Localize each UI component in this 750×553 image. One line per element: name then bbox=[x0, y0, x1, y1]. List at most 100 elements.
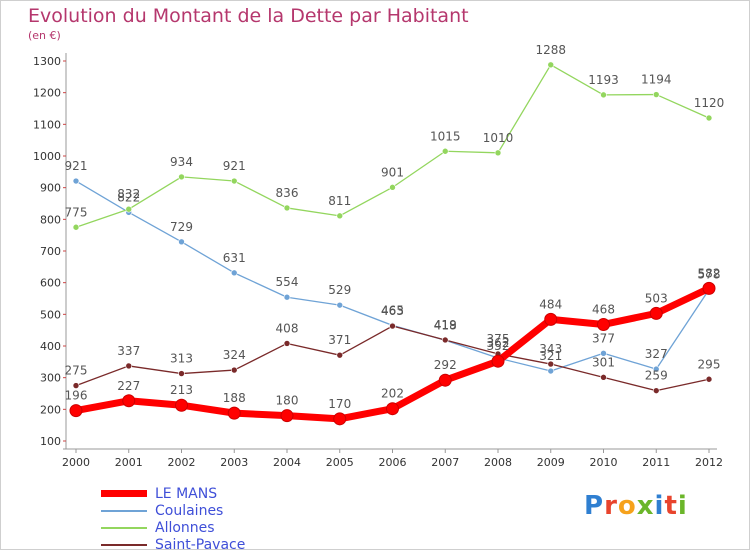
data-point bbox=[72, 177, 80, 185]
data-label: 295 bbox=[698, 357, 721, 371]
data-label: 901 bbox=[381, 165, 404, 179]
data-point bbox=[283, 293, 291, 301]
data-label: 324 bbox=[223, 348, 246, 362]
x-tick-label: 2010 bbox=[590, 456, 618, 469]
data-point bbox=[652, 91, 660, 98]
legend-swatch bbox=[101, 526, 147, 529]
data-point bbox=[227, 406, 241, 420]
data-label: 313 bbox=[170, 352, 193, 366]
data-label: 1193 bbox=[588, 73, 619, 87]
x-tick-label: 2005 bbox=[326, 456, 354, 469]
legend-label: LE MANS bbox=[155, 485, 218, 502]
legend-label: Allonnes bbox=[155, 519, 215, 536]
x-tick-label: 2012 bbox=[695, 456, 723, 469]
logo-letter: r bbox=[604, 491, 618, 521]
data-label: 729 bbox=[170, 220, 193, 234]
data-point bbox=[547, 360, 555, 368]
data-label: 578 bbox=[698, 268, 721, 282]
y-tick-label: 200 bbox=[40, 403, 61, 416]
data-label: 180 bbox=[276, 394, 299, 408]
data-point bbox=[230, 366, 238, 374]
data-point bbox=[280, 409, 294, 423]
data-label: 375 bbox=[487, 332, 510, 346]
x-tick-label: 2002 bbox=[168, 456, 196, 469]
data-point bbox=[705, 114, 713, 122]
data-point bbox=[705, 375, 713, 383]
data-label: 337 bbox=[117, 344, 140, 358]
x-tick-label: 2000 bbox=[62, 456, 90, 469]
data-label: 188 bbox=[223, 391, 246, 405]
data-label: 321 bbox=[539, 349, 562, 363]
y-tick-label: 1100 bbox=[33, 118, 61, 131]
y-tick-label: 1200 bbox=[33, 87, 61, 100]
data-label: 301 bbox=[592, 355, 615, 369]
data-label: 503 bbox=[645, 291, 668, 305]
data-point bbox=[283, 204, 291, 212]
logo-letter: P bbox=[584, 491, 605, 521]
y-tick-label: 100 bbox=[40, 435, 61, 448]
data-point bbox=[441, 336, 449, 344]
data-label: 1015 bbox=[430, 129, 461, 143]
data-label: 468 bbox=[592, 302, 615, 316]
data-point bbox=[544, 312, 558, 326]
data-point bbox=[649, 306, 663, 320]
y-tick-label: 1300 bbox=[33, 55, 61, 68]
data-label: 631 bbox=[223, 251, 246, 265]
data-label: 465 bbox=[381, 303, 404, 317]
legend-item: Saint-Pavace bbox=[101, 536, 245, 553]
y-tick-label: 700 bbox=[40, 245, 61, 258]
data-label: 343 bbox=[539, 342, 562, 356]
data-point bbox=[69, 404, 83, 418]
chart-subtitle: (en €) bbox=[28, 29, 61, 42]
proxiti-logo: Proxiti bbox=[584, 491, 688, 521]
y-tick-label: 500 bbox=[40, 308, 61, 321]
data-point bbox=[600, 349, 607, 357]
data-point bbox=[441, 147, 449, 155]
legend-swatch bbox=[101, 543, 147, 546]
logo-letter: o bbox=[617, 491, 637, 521]
y-tick-label: 600 bbox=[40, 277, 61, 290]
data-point bbox=[336, 301, 344, 309]
series-line-allonnes bbox=[75, 64, 710, 228]
x-tick-label: 2008 bbox=[484, 456, 512, 469]
data-point bbox=[125, 362, 133, 370]
data-label: 418 bbox=[434, 318, 457, 332]
legend-swatch bbox=[101, 490, 147, 497]
data-label: 582 bbox=[698, 266, 721, 280]
data-label: 377 bbox=[592, 331, 615, 345]
data-label: 362 bbox=[487, 336, 510, 350]
legend-label: Coulaines bbox=[155, 502, 224, 519]
data-label: 196 bbox=[65, 389, 88, 403]
data-label: 811 bbox=[328, 194, 351, 208]
x-tick-label: 2007 bbox=[431, 456, 459, 469]
data-label: 352 bbox=[487, 339, 510, 353]
data-point bbox=[389, 322, 396, 330]
data-point bbox=[230, 269, 238, 277]
data-label: 822 bbox=[117, 190, 140, 204]
data-label: 202 bbox=[381, 387, 404, 401]
x-tick-label: 2004 bbox=[273, 456, 301, 469]
data-label: 170 bbox=[328, 397, 351, 411]
data-point bbox=[491, 354, 505, 368]
x-tick-label: 2003 bbox=[220, 456, 248, 469]
data-label: 921 bbox=[223, 159, 246, 173]
data-point bbox=[438, 373, 452, 387]
data-label: 259 bbox=[645, 369, 668, 383]
data-label: 529 bbox=[328, 283, 351, 297]
data-label: 327 bbox=[645, 347, 668, 361]
data-point bbox=[122, 394, 136, 408]
data-label: 1120 bbox=[694, 96, 725, 110]
data-point bbox=[230, 177, 238, 185]
data-label: 921 bbox=[65, 159, 88, 173]
data-label: 292 bbox=[434, 358, 457, 372]
y-tick-label: 900 bbox=[40, 182, 61, 195]
data-point bbox=[652, 365, 660, 373]
legend-label: Saint-Pavace bbox=[155, 536, 246, 553]
data-label: 419 bbox=[434, 318, 457, 332]
data-point bbox=[336, 212, 344, 220]
data-label: 775 bbox=[65, 205, 88, 219]
data-label: 371 bbox=[328, 333, 351, 347]
y-tick-label: 400 bbox=[40, 340, 61, 353]
